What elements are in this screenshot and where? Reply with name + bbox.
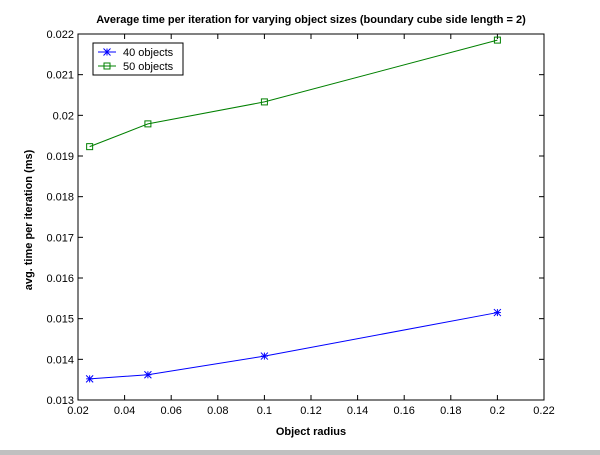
data-point-square	[144, 120, 152, 128]
y-tick-label: 0.013	[46, 395, 74, 407]
y-tick-label: 0.018	[46, 192, 74, 204]
y-tick-label: 0.022	[46, 29, 74, 41]
y-tick-label: 0.02	[53, 110, 74, 122]
legend-box	[92, 42, 184, 76]
y-tick-label: 0.017	[46, 232, 74, 244]
x-tick-label: 0.06	[160, 405, 181, 417]
axis-ticks: 0.02 0.04 0.06 0.08 0.1 0.12 0.14 0.16 0.18 0.2 0.…	[46, 29, 554, 417]
x-tick-label: 0.2	[490, 405, 505, 417]
data-point-star	[103, 48, 111, 56]
x-tick-label: 0.22	[533, 405, 554, 417]
series-line	[89, 312, 498, 380]
x-tick-label: 0.18	[440, 405, 461, 417]
legend: 40 objects 50 objects	[92, 42, 184, 76]
series-line	[89, 39, 498, 148]
y-axis-label: avg. time per iteration (ms)	[23, 149, 35, 290]
data-point-star	[85, 374, 94, 383]
x-tick-label: 0.1	[257, 405, 272, 417]
y-tick-label: 0.014	[46, 354, 74, 366]
data-point-square	[103, 62, 111, 70]
x-tick-label: 0.08	[207, 405, 228, 417]
x-tick-label: 0.12	[300, 405, 321, 417]
x-tick-label: 0.16	[393, 405, 414, 417]
data-point-star	[493, 308, 502, 317]
y-tick-label: 0.021	[46, 70, 74, 82]
data-point-square	[86, 143, 94, 151]
x-tick-label: 0.02	[67, 405, 88, 417]
chart-title: Average time per iteration for varying o…	[96, 14, 526, 26]
data-point-star	[144, 370, 152, 379]
y-tick-label: 0.019	[46, 151, 74, 163]
data-point-square	[493, 36, 501, 44]
legend-item: 40 objects	[98, 47, 174, 59]
y-tick-label: 0.015	[46, 314, 74, 326]
series-40-objects	[85, 308, 502, 383]
series-50-objects	[86, 36, 501, 151]
x-tick-label: 0.14	[347, 405, 368, 417]
legend-item: 50 objects	[98, 61, 174, 73]
data-point-star	[260, 352, 269, 360]
legend-label: 50 objects	[123, 61, 174, 73]
plot-area	[77, 33, 545, 401]
x-axis-label: Object radius	[276, 426, 346, 438]
y-tick-label: 0.016	[46, 273, 74, 285]
series-layer	[85, 36, 502, 383]
legend-label: 40 objects	[123, 47, 174, 59]
data-point-square	[260, 98, 268, 106]
x-tick-label: 0.04	[114, 405, 135, 417]
